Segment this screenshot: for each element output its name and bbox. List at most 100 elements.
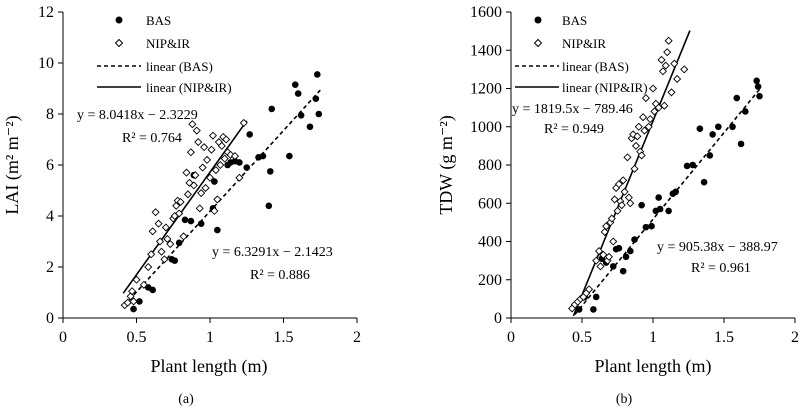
legend-marker-bas <box>115 16 123 24</box>
data-point-bas <box>622 253 630 261</box>
data-point-bas <box>149 286 156 294</box>
data-point-bas <box>259 152 267 160</box>
data-point-nipir <box>639 113 648 122</box>
data-point-bas <box>181 216 189 224</box>
data-point-nipir <box>617 201 626 210</box>
data-point-nipir <box>160 255 169 264</box>
data-point-bas <box>268 105 276 113</box>
data-point-nipir <box>610 195 619 204</box>
x-tick-label: 1.5 <box>274 329 294 346</box>
x-tick-label: 0 <box>59 329 67 346</box>
data-point-bas <box>631 236 638 243</box>
data-point-nipir <box>200 143 209 152</box>
y-tick-label: 1000 <box>470 119 502 136</box>
data-point-nipir <box>189 181 198 190</box>
data-point-nipir <box>614 180 623 189</box>
data-point-bas <box>737 140 745 148</box>
data-point-nipir <box>151 208 160 217</box>
fit-line-bas <box>128 89 321 301</box>
data-point-nipir <box>585 285 594 294</box>
data-point-bas <box>291 81 299 88</box>
data-point-nipir <box>191 171 200 180</box>
legend-label-linear-nipir: linear (NIP&IR) <box>146 80 232 95</box>
y-tick-label: 0 <box>494 310 502 327</box>
data-point-nipir <box>155 237 165 246</box>
data-point-bas <box>175 239 183 247</box>
data-point-nipir <box>644 122 653 131</box>
data-point-nipir <box>664 36 673 45</box>
x-axis-label: Plant length (m) <box>151 356 268 377</box>
data-point-nipir <box>599 250 608 259</box>
y-tick-label: 1600 <box>470 4 502 21</box>
x-tick-label: 1 <box>649 329 657 346</box>
data-point-bas <box>187 217 195 225</box>
data-point-nipir <box>144 262 153 272</box>
data-point-nipir <box>626 199 635 208</box>
data-point-bas <box>266 168 274 175</box>
data-point-bas <box>729 123 736 131</box>
data-point-bas <box>297 111 305 119</box>
x-tick-label: 0.5 <box>572 329 592 346</box>
data-point-bas <box>314 71 321 78</box>
data-point-nipir <box>613 206 622 215</box>
data-point-nipir <box>658 67 667 76</box>
data-point-nipir <box>620 187 629 196</box>
data-point-bas <box>130 305 137 313</box>
legend: BAS NIP&IR linear (BAS) linear (NIP&IR) <box>515 13 648 95</box>
data-point-bas <box>306 123 314 131</box>
data-point-nipir <box>147 250 156 259</box>
data-point-nipir <box>166 240 175 249</box>
data-point-nipir <box>600 227 609 236</box>
data-point-bas <box>683 162 691 170</box>
data-point-nipir <box>661 61 670 70</box>
data-point-bas <box>689 161 697 169</box>
data-point-nipir <box>188 120 197 129</box>
data-point-nipir <box>179 232 188 241</box>
y-tick-label: 400 <box>478 234 502 251</box>
data-point-bas <box>609 263 617 270</box>
legend-marker-bas <box>534 16 542 24</box>
y-tick-label: 600 <box>478 195 502 212</box>
data-point-bas <box>700 178 708 186</box>
data-point-nipir <box>201 183 210 192</box>
data-point-nipir <box>673 74 682 83</box>
data-point-nipir <box>630 164 639 173</box>
legend-label-linear-bas: linear (BAS) <box>146 59 213 74</box>
data-point-nipir <box>670 59 679 68</box>
data-point-nipir <box>186 148 195 157</box>
equation-nipir: y = 8.0418x − 2.3229 <box>77 108 198 123</box>
r2-nipir: R² = 0.764 <box>122 131 182 146</box>
legend-label-linear-bas: linear (BAS) <box>562 59 629 74</box>
data-point-nipir <box>592 256 601 265</box>
panel-caption: (b) <box>616 392 633 407</box>
data-point-bas <box>197 220 205 227</box>
data-point-nipir <box>607 214 616 223</box>
data-point-nipir <box>637 151 646 160</box>
data-point-nipir <box>631 141 640 150</box>
data-point-nipir <box>128 287 137 296</box>
data-point-bas <box>211 178 218 185</box>
equation-nipir: y = 1819.5x − 789.46 <box>512 102 633 117</box>
data-point-nipir <box>602 222 611 231</box>
y-tick-label: 0 <box>46 310 54 327</box>
legend-label-bas: BAS <box>146 13 171 28</box>
data-point-bas <box>665 207 672 215</box>
x-tick-label: 2 <box>791 329 799 346</box>
data-point-nipir <box>195 204 204 213</box>
y-tick-label: 4 <box>46 208 54 225</box>
data-point-bas <box>575 306 583 313</box>
legend-marker-nipir <box>533 38 543 48</box>
data-point-nipir <box>619 176 628 185</box>
data-point-nipir <box>634 122 643 131</box>
data-point-nipir <box>604 252 614 261</box>
legend-label-bas: BAS <box>562 13 587 28</box>
equation-bas: y = 6.3291x − 2.1423 <box>212 245 333 260</box>
data-point-nipir <box>126 292 135 301</box>
data-point-bas <box>715 123 722 131</box>
x-tick-label: 1 <box>206 329 214 346</box>
data-point-nipir <box>213 195 222 204</box>
data-point-nipir <box>648 84 658 93</box>
fit-line-nipir <box>572 30 691 317</box>
